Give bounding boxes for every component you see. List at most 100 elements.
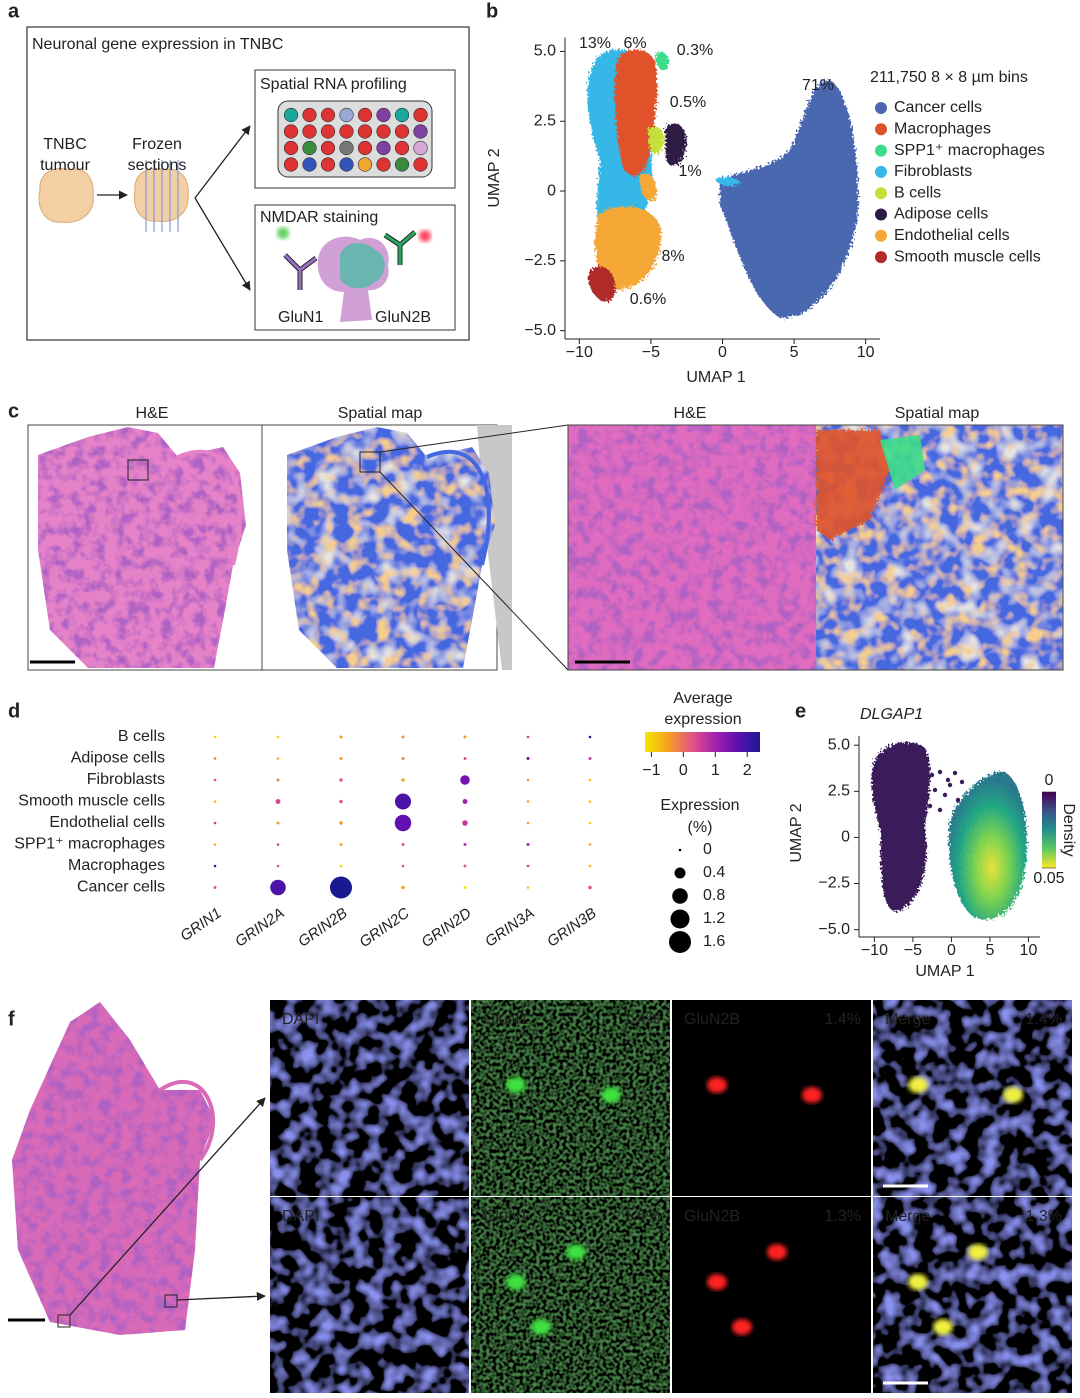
cluster-cloud: [715, 176, 740, 187]
row-label: Cancer cells: [77, 879, 165, 896]
image-frame: [567, 424, 1064, 671]
chip-spot: [320, 124, 336, 139]
size-key-label: 1.2: [703, 910, 725, 927]
profiling-title: Spatial RNA profiling: [260, 76, 407, 93]
cluster-share: 13%: [579, 35, 611, 52]
gene-label: GRIN2C: [356, 905, 412, 952]
signal-spot: [732, 1319, 752, 1335]
panel-label: d: [8, 700, 20, 722]
row-label: Adipose cells: [71, 750, 165, 767]
chip-spot: [283, 140, 299, 156]
fluorescence-image: [471, 1197, 670, 1393]
dot: [526, 886, 530, 889]
y-tick-label: 2.5: [534, 112, 556, 129]
chip-spot: [320, 140, 336, 156]
y-tick-label: 5.0: [534, 43, 556, 60]
fluorophore: [277, 227, 289, 239]
dot: [460, 775, 470, 785]
dot: [213, 757, 217, 760]
scatter-point: [952, 770, 958, 776]
dot: [275, 799, 281, 804]
dot: [401, 778, 405, 782]
dot: [526, 864, 530, 868]
legend-label: Endothelial cells: [894, 227, 1010, 244]
panel-label: a: [8, 0, 20, 22]
dot: [213, 843, 217, 846]
scatter-point: [937, 769, 943, 775]
size-key-label: 0.8: [703, 887, 725, 904]
signal-spot: [707, 1077, 727, 1093]
colorbar-tick-label: 0.05: [1033, 870, 1064, 887]
dot: [463, 735, 467, 739]
cluster-cloud: [665, 123, 687, 166]
tissue-loop: [426, 449, 491, 566]
zoom-line: [379, 424, 569, 453]
gene-label: GRIN3B: [544, 905, 600, 951]
scatter-point: [927, 803, 933, 809]
row-label: Fibroblasts: [87, 771, 165, 788]
channel-label: Merge: [885, 1011, 930, 1028]
x-tick-label: −10: [861, 942, 888, 959]
chip-spot: [339, 157, 354, 172]
dot: [401, 864, 405, 868]
chip-spot: [339, 107, 354, 123]
fluorescence-image: [873, 1000, 1072, 1196]
row-label: B cells: [118, 728, 165, 745]
zoom-line: [379, 471, 569, 671]
signal-spot: [531, 1319, 551, 1335]
dot: [339, 756, 343, 761]
scatter-point: [947, 782, 953, 788]
tumour-label: tumour: [40, 157, 90, 174]
dot: [588, 756, 592, 761]
dot: [213, 821, 217, 825]
y-tick-label: −2.5: [524, 252, 556, 269]
dot: [588, 778, 592, 782]
colorbar-title: Density: [1060, 803, 1077, 856]
dot: [213, 800, 217, 803]
schematic-title: Neuronal gene expression in TNBC: [32, 36, 283, 53]
legend-swatch: [875, 123, 887, 136]
tissue: [12, 1002, 215, 1335]
dot: [276, 821, 280, 825]
cluster-cloud: [655, 52, 669, 71]
density-cloud: [948, 771, 1027, 920]
tumour: [38, 167, 94, 223]
legend-swatch: [875, 187, 887, 200]
legend-swatch: [875, 251, 887, 264]
zoom-box: [127, 459, 149, 481]
legend-label: Cancer cells: [894, 99, 982, 116]
chip-spot: [413, 124, 428, 139]
y-tick-label: −5.0: [524, 322, 556, 339]
dot: [276, 735, 280, 739]
dot: [401, 735, 405, 739]
chip-spot: [339, 140, 354, 156]
size-key-label: 1.6: [703, 933, 725, 950]
cluster-cloud: [614, 49, 658, 176]
scatter-point: [937, 807, 943, 813]
x-tick-label: 0: [718, 344, 727, 361]
chip-spot: [283, 124, 299, 139]
dot: [339, 864, 343, 868]
size-key: [678, 848, 682, 852]
scatter-point: [942, 792, 948, 798]
sections-label: sections: [128, 157, 187, 174]
zoom-box: [359, 451, 381, 473]
chip-spot: [357, 107, 373, 123]
x-tick-label: 10: [1020, 942, 1038, 959]
percent-label: 1.3%: [825, 1208, 861, 1225]
dot: [276, 757, 280, 760]
row-label: Endothelial cells: [49, 814, 165, 831]
y-tick-label: 5.0: [828, 736, 850, 753]
x-tick-label: 5: [985, 942, 994, 959]
scatter-point: [945, 777, 951, 783]
dot: [276, 864, 280, 868]
percent-label: 1.4%: [825, 1011, 861, 1028]
dot: [213, 885, 217, 890]
fluorescence-image: [471, 1000, 670, 1196]
dot: [330, 876, 352, 899]
percent-label: 1.4%: [624, 1011, 660, 1028]
legend-label: Adipose cells: [894, 206, 988, 223]
chip-spot: [394, 157, 410, 172]
channel-label: Merge: [885, 1208, 930, 1225]
